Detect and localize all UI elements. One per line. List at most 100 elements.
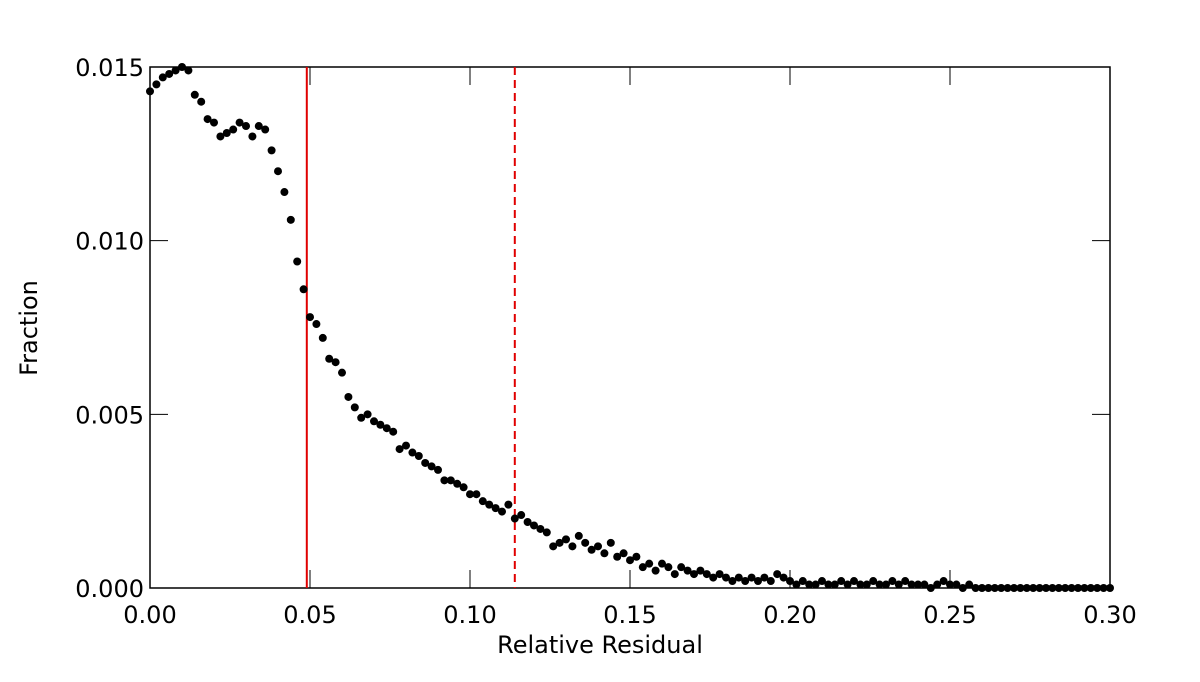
data-point <box>632 552 641 561</box>
data-point <box>939 577 948 586</box>
data-point <box>325 354 334 363</box>
data-point <box>158 73 167 82</box>
data-point <box>766 577 775 586</box>
data-point <box>1106 584 1114 592</box>
data-point <box>901 577 910 586</box>
data-point <box>798 577 807 586</box>
data-point <box>146 87 154 96</box>
data-point <box>894 580 903 589</box>
x-tick-label: 0.10 <box>443 601 496 629</box>
data-point <box>427 462 436 471</box>
data-point <box>363 410 372 419</box>
data-point <box>683 566 692 575</box>
data-point <box>1022 584 1031 592</box>
data-point <box>741 577 750 586</box>
data-point <box>958 584 967 592</box>
data-point <box>1067 584 1076 592</box>
data-point <box>805 580 814 589</box>
data-point <box>466 490 474 499</box>
data-point <box>965 580 974 589</box>
data-point <box>523 518 532 527</box>
data-point <box>408 448 417 457</box>
data-point <box>165 69 174 78</box>
data-point <box>862 580 871 589</box>
data-point <box>1099 584 1108 592</box>
data-point <box>734 573 743 582</box>
data-point <box>414 452 423 461</box>
y-tick-label: 0.005 <box>75 401 144 429</box>
data-point <box>562 535 570 544</box>
data-point <box>171 66 180 75</box>
data-point <box>280 188 289 197</box>
data-point <box>299 285 308 294</box>
data-point <box>446 476 455 485</box>
data-point <box>453 479 462 488</box>
data-point <box>376 420 385 429</box>
y-tick-label: 0.010 <box>75 228 144 256</box>
data-point <box>1086 584 1095 592</box>
data-point <box>587 545 596 554</box>
data-point <box>792 580 801 589</box>
data-point <box>459 483 468 492</box>
data-point <box>926 584 935 592</box>
data-point <box>542 528 551 537</box>
data-point <box>754 577 762 586</box>
data-point <box>978 584 986 592</box>
data-point <box>312 320 321 329</box>
y-tick-label: 0.000 <box>75 575 144 603</box>
data-point <box>517 511 526 520</box>
data-point <box>830 580 839 589</box>
data-point <box>1029 584 1038 592</box>
data-point <box>658 559 666 568</box>
data-point <box>1093 584 1102 592</box>
data-point <box>786 577 794 586</box>
data-point <box>504 500 513 509</box>
data-point <box>229 125 238 134</box>
data-point <box>984 584 993 592</box>
data-point <box>670 570 679 579</box>
data-point <box>613 552 622 561</box>
data-point <box>197 97 206 106</box>
data-point <box>568 542 577 551</box>
data-point <box>498 507 506 516</box>
x-tick-label: 0.05 <box>283 601 336 629</box>
x-tick-label: 0.15 <box>603 601 656 629</box>
data-point <box>696 566 705 575</box>
data-point <box>491 504 500 513</box>
data-point <box>933 580 942 589</box>
data-point <box>837 577 846 586</box>
data-point <box>350 403 359 412</box>
data-point <box>600 549 609 558</box>
data-point <box>574 531 583 540</box>
x-tick-label: 0.25 <box>923 601 976 629</box>
data-point <box>338 368 346 377</box>
data-point <box>395 445 404 454</box>
data-point <box>152 80 161 89</box>
data-point <box>370 417 378 426</box>
data-point <box>306 313 314 322</box>
data-point <box>389 427 398 436</box>
data-point <box>555 538 564 547</box>
data-point <box>530 521 538 530</box>
data-point <box>888 577 897 586</box>
data-point <box>869 577 878 586</box>
y-tick-label: 0.015 <box>75 54 144 82</box>
data-point <box>626 556 634 565</box>
data-point <box>216 132 225 141</box>
data-point <box>440 476 449 485</box>
data-point <box>549 542 558 551</box>
data-point <box>606 538 615 547</box>
data-point <box>702 570 711 579</box>
data-point <box>619 549 628 558</box>
data-point <box>594 542 602 551</box>
data-point <box>318 333 327 342</box>
data-point <box>203 115 212 124</box>
data-point <box>210 118 218 127</box>
data-point <box>267 146 276 155</box>
data-point <box>779 573 788 582</box>
data-point <box>184 66 193 75</box>
data-point <box>242 122 250 131</box>
data-point <box>485 500 494 509</box>
data-point <box>1061 584 1070 592</box>
data-point <box>690 570 698 579</box>
